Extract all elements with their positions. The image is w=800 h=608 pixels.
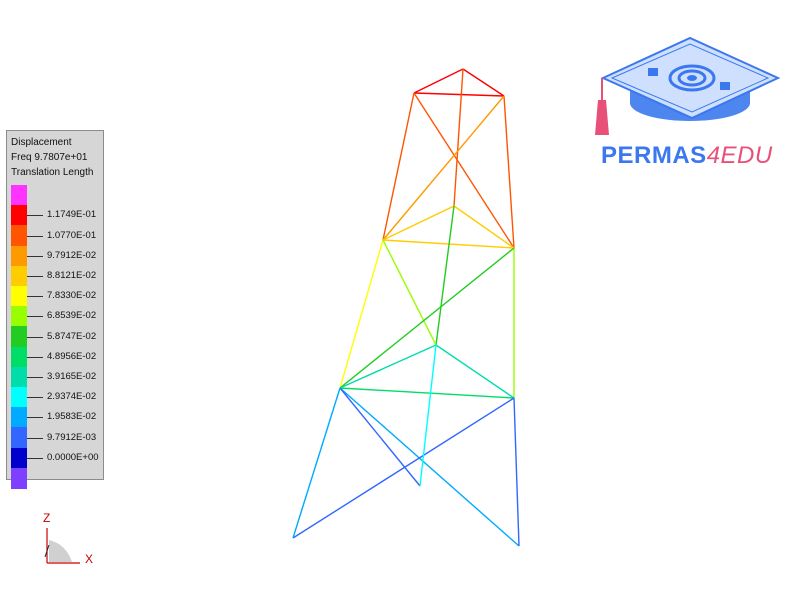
beam-element <box>339 387 515 399</box>
color-legend: Displacement Freq 9.7807e+01 Translation L… <box>6 130 104 489</box>
beam-element <box>382 205 455 241</box>
legend-tick <box>27 397 43 399</box>
beam-element <box>339 387 520 547</box>
axis-triad: Z X <box>43 511 93 566</box>
beam-element <box>292 387 341 539</box>
legend-tick <box>27 296 43 298</box>
legend-swatch <box>11 245 27 267</box>
legend-swatch <box>11 366 27 388</box>
legend-title-line-0: Displacement <box>11 137 72 148</box>
legend-swatch <box>11 205 27 227</box>
legend-tick <box>27 275 43 277</box>
beam-element <box>413 92 515 249</box>
legend-value-label: 9.7912E-02 <box>47 249 97 261</box>
legend-tick <box>27 356 43 358</box>
beam-element <box>382 92 415 241</box>
legend-swatch <box>11 306 27 328</box>
legend-tick <box>27 255 43 257</box>
legend-swatch <box>11 427 27 449</box>
beam-element <box>413 68 464 94</box>
legend-value-label: 0.0000E+00 <box>47 451 99 463</box>
legend-value-label: 1.9583E-02 <box>47 411 97 423</box>
z-axis-label: Z <box>43 511 50 525</box>
legend-value-label: 6.8539E-02 <box>47 310 97 322</box>
legend-value-label: 2.9374E-02 <box>47 391 97 403</box>
legend-swatch <box>11 326 27 348</box>
y-axis-line <box>44 544 50 558</box>
logo-wordmark: PERMAS4EDU <box>601 142 773 170</box>
legend-tick <box>27 215 43 217</box>
beam-element <box>453 68 464 207</box>
legend-swatch <box>11 265 27 287</box>
legend-swatch <box>11 286 27 307</box>
beam-element <box>339 247 515 389</box>
beam-element <box>453 205 515 249</box>
permas-logo-icon <box>595 36 781 135</box>
beam-element <box>435 205 455 346</box>
legend-title-line-2: Translation Length <box>11 167 94 178</box>
logo-text-main: PERMAS <box>601 142 707 169</box>
beam-element <box>382 239 437 346</box>
x-axis-label: X <box>85 552 93 566</box>
logo-text-accent: 4EDU <box>706 142 773 169</box>
legend-value-label: 7.8330E-02 <box>47 290 97 302</box>
legend-title-line-1: Freq 9.7807e+01 <box>11 152 88 163</box>
legend-value-label: 4.8956E-02 <box>47 350 97 362</box>
legend-value-label: 3.9165E-02 <box>47 370 97 382</box>
legend-value-label: 1.1749E-01 <box>47 209 97 221</box>
legend-value-label: 5.8747E-02 <box>47 330 97 342</box>
legend-swatch <box>11 467 27 489</box>
beam-element <box>339 239 384 389</box>
legend-tick <box>27 235 43 237</box>
legend-tick <box>27 437 43 439</box>
legend-swatch <box>11 447 27 469</box>
beam-element <box>382 95 505 241</box>
tower-mesh <box>292 68 520 547</box>
beam-element <box>339 387 421 487</box>
beam-element <box>413 92 505 97</box>
legend-value-label: 9.7912E-03 <box>47 431 97 443</box>
legend-swatch <box>11 225 27 247</box>
beam-element <box>435 344 515 399</box>
legend-tick <box>27 376 43 378</box>
legend-swatch <box>11 185 27 206</box>
beam-element <box>462 68 505 97</box>
beam-element <box>513 397 520 547</box>
legend-value-label: 1.0770E-01 <box>47 229 97 241</box>
beam-element <box>292 397 515 539</box>
legend-tick <box>27 336 43 338</box>
legend-tick <box>27 316 43 318</box>
legend-tick <box>27 457 43 459</box>
legend-swatch <box>11 387 27 408</box>
beam-element <box>339 344 437 389</box>
legend-swatch <box>11 407 27 429</box>
beam-element <box>419 344 437 487</box>
legend-tick <box>27 417 43 419</box>
legend-value-label: 8.8121E-02 <box>47 269 97 281</box>
triad-shade-icon <box>49 540 72 562</box>
beam-element <box>503 95 515 249</box>
legend-swatch <box>11 346 27 368</box>
